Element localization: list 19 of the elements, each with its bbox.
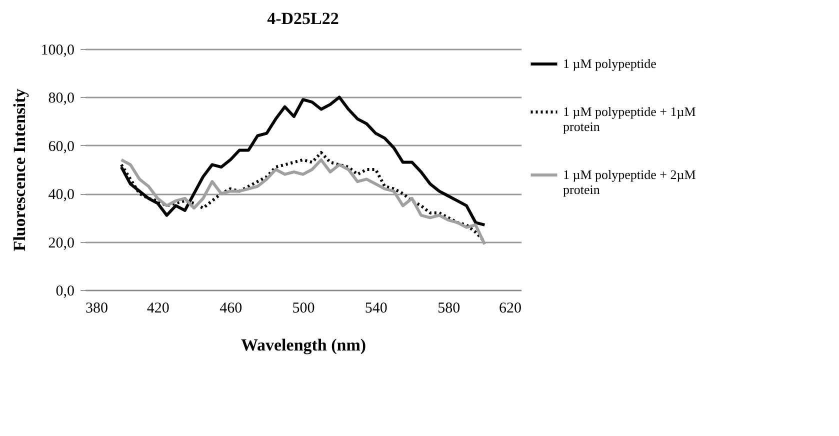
y-tick-label: 40,0 (48, 187, 74, 204)
x-tick-label: 460 (220, 300, 242, 316)
y-tick-label: 20,0 (48, 235, 74, 252)
x-axis-title: Wavelength (nm) (240, 336, 366, 354)
y-tick-label: 0,0 (56, 284, 74, 300)
y-tick-label: 100,0 (40, 42, 74, 58)
x-tick-label: 620 (499, 300, 522, 316)
x-tick-label: 540 (364, 300, 388, 316)
x-tick-label: 380 (86, 300, 108, 316)
legend-label: 1 µM polypeptide (563, 56, 657, 71)
x-tick-label: 580 (438, 300, 460, 316)
y-tick-label: 60,0 (48, 138, 74, 155)
y-axis-title: Fluorescence Intensity (10, 88, 29, 252)
legend-label: 1 µM polypeptide + 1µM protein (563, 104, 696, 134)
legend-label: 1 µM polypeptide + 2µM protein (563, 167, 696, 197)
x-tick-label: 500 (292, 300, 315, 316)
chart-title: 4-D25L22 (267, 9, 339, 28)
y-tick-label: 80,0 (48, 90, 74, 107)
x-tick-label: 420 (146, 300, 170, 316)
